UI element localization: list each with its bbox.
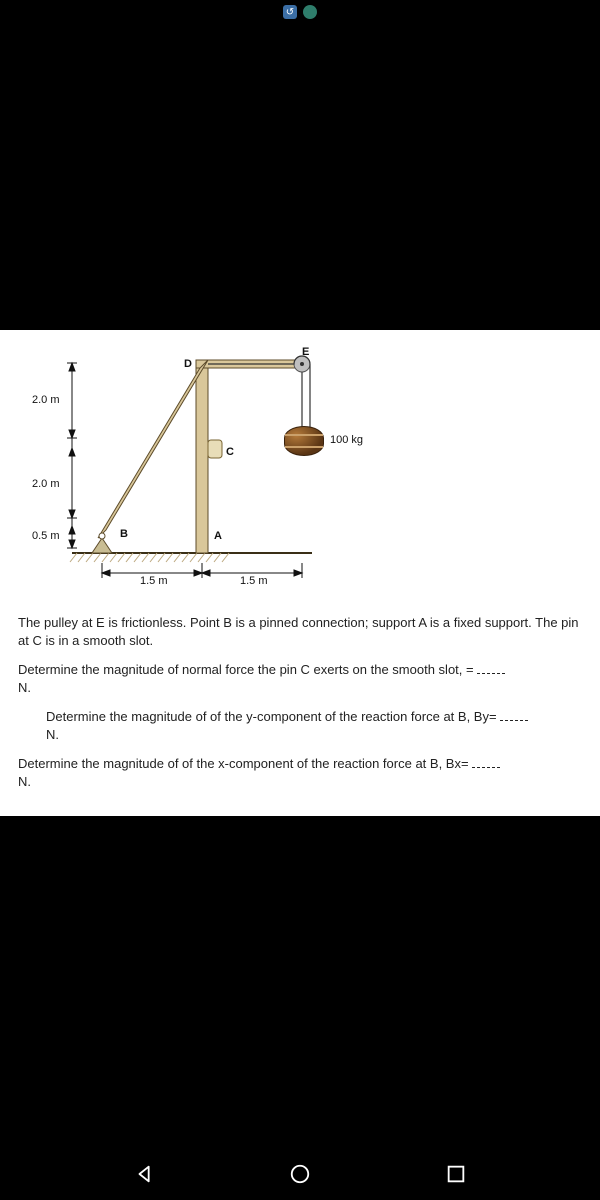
content-card: 2.0 m 2.0 m 0.5 m 1.5 m 1.5 m D E C B A … (0, 330, 600, 816)
q3-unit: N. (18, 774, 31, 789)
q2-prefix: Determine the magnitude of of the y-comp… (46, 709, 497, 724)
point-D: D (184, 358, 192, 370)
nav-home-icon[interactable] (289, 1163, 311, 1185)
status-icon-record (303, 5, 317, 19)
problem-text: The pulley at E is frictionless. Point B… (0, 604, 600, 806)
point-C: C (226, 446, 234, 458)
question-2: Determine the magnitude of of the y-comp… (18, 708, 582, 743)
status-icon-app: ↺ (283, 5, 297, 19)
q1-blank[interactable] (477, 661, 505, 674)
load-barrel (284, 426, 324, 456)
question-1: Determine the magnitude of normal force … (18, 661, 582, 696)
problem-description: The pulley at E is frictionless. Point B… (18, 614, 582, 649)
status-bar: ↺ (0, 0, 600, 24)
q3-prefix: Determine the magnitude of of the x-comp… (18, 756, 469, 771)
load-label: 100 kg (330, 434, 363, 446)
dim-left-mid: 2.0 m (32, 478, 60, 490)
diagram-svg (12, 338, 392, 598)
point-E: E (302, 346, 309, 358)
q3-blank[interactable] (472, 756, 500, 769)
q1-unit: N. (18, 680, 31, 695)
android-nav-bar (0, 1148, 600, 1200)
q1-prefix: Determine the magnitude of normal force … (18, 662, 474, 677)
nav-recent-icon[interactable] (445, 1163, 467, 1185)
dim-left-bottom: 0.5 m (32, 530, 60, 542)
question-3: Determine the magnitude of of the x-comp… (18, 755, 582, 790)
dim-left-top: 2.0 m (32, 394, 60, 406)
nav-back-icon[interactable] (134, 1163, 156, 1185)
dim-bottom-right: 1.5 m (240, 575, 268, 587)
q2-blank[interactable] (500, 709, 528, 722)
q2-unit: N. (46, 727, 59, 742)
point-A: A (214, 530, 222, 542)
statics-diagram: 2.0 m 2.0 m 0.5 m 1.5 m 1.5 m D E C B A … (12, 338, 392, 598)
point-B: B (120, 528, 128, 540)
dim-bottom-left: 1.5 m (140, 575, 168, 587)
